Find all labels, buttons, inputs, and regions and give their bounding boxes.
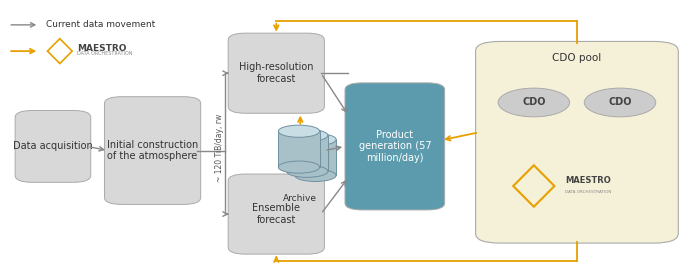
Text: Data acquisition: Data acquisition	[13, 141, 93, 151]
Text: ~ 120 TiB/day, rw: ~ 120 TiB/day, rw	[215, 114, 224, 182]
Text: Initial construction
of the atmosphere: Initial construction of the atmosphere	[107, 140, 198, 161]
Text: High-resolution
forecast: High-resolution forecast	[239, 62, 313, 84]
FancyBboxPatch shape	[345, 83, 444, 210]
Text: DATA ORCHESTRATION: DATA ORCHESTRATION	[565, 189, 611, 194]
Text: CDO pool: CDO pool	[552, 53, 602, 63]
Text: CDO: CDO	[609, 97, 632, 107]
Text: MAESTRO: MAESTRO	[565, 176, 611, 185]
Text: MAESTRO: MAESTRO	[77, 44, 126, 53]
Ellipse shape	[278, 161, 319, 173]
FancyBboxPatch shape	[228, 33, 324, 113]
Text: Product
generation (57
million/day): Product generation (57 million/day)	[359, 130, 431, 163]
Ellipse shape	[295, 133, 336, 146]
FancyBboxPatch shape	[228, 174, 324, 254]
Text: Ensemble
forecast: Ensemble forecast	[253, 203, 300, 225]
Text: CDO: CDO	[522, 97, 546, 107]
Bar	[278, 131, 319, 167]
Text: DATA ORCHESTRATION: DATA ORCHESTRATION	[77, 51, 132, 56]
Ellipse shape	[295, 169, 336, 181]
Bar	[286, 135, 328, 171]
Ellipse shape	[286, 165, 328, 177]
FancyBboxPatch shape	[475, 42, 678, 243]
Bar	[295, 140, 336, 175]
Text: Archive: Archive	[284, 194, 317, 203]
Text: Current data movement: Current data movement	[46, 20, 155, 29]
Ellipse shape	[286, 129, 328, 141]
Circle shape	[584, 88, 656, 117]
Circle shape	[498, 88, 569, 117]
FancyBboxPatch shape	[15, 110, 90, 182]
FancyBboxPatch shape	[104, 97, 201, 205]
Ellipse shape	[278, 125, 319, 137]
